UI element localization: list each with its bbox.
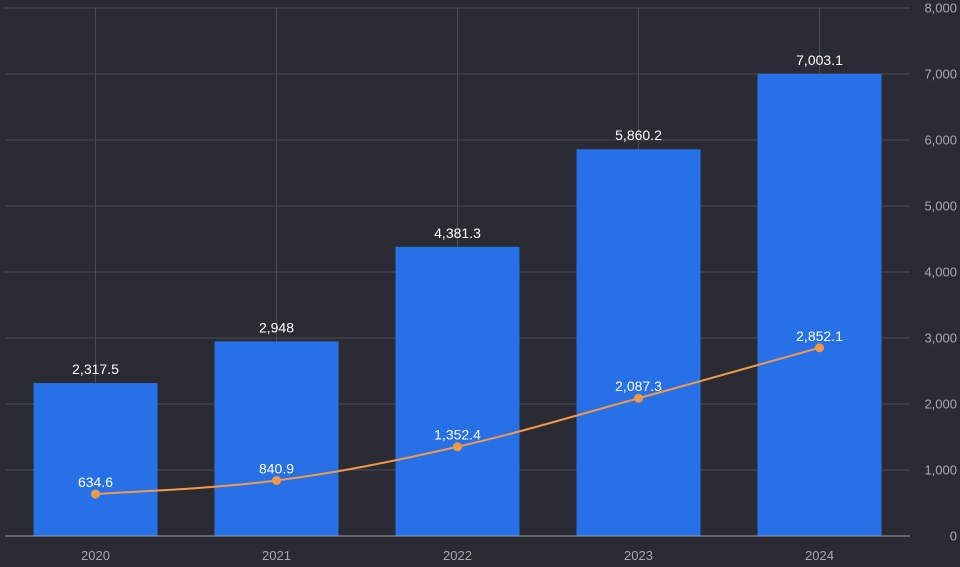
line-point <box>634 393 643 403</box>
line-point <box>815 343 824 353</box>
x-tick-label: 2021 <box>262 548 291 563</box>
bar <box>757 73 882 536</box>
y-tick-label: 6,000 <box>924 133 957 148</box>
line-value-label: 1,352.4 <box>434 427 481 443</box>
y-tick-label: 3,000 <box>924 331 957 346</box>
line-value-label: 2,852.1 <box>796 328 843 344</box>
x-tick-label: 2022 <box>443 548 472 563</box>
bar-value-label: 2,948 <box>259 319 294 335</box>
y-tick-label: 2,000 <box>924 397 957 412</box>
bar <box>33 383 158 536</box>
line-point <box>272 476 281 486</box>
bar-value-label: 7,003.1 <box>796 52 843 68</box>
y-tick-label: 1,000 <box>924 463 957 478</box>
line-value-label: 2,087.3 <box>615 378 662 394</box>
bar <box>576 149 701 536</box>
line-series <box>91 343 824 499</box>
x-tick-label: 2024 <box>805 548 834 563</box>
data-labels: 2,317.5 2,948 4,381.3 5,860.2 7,003.1 634.6 84… <box>72 52 843 490</box>
bar <box>395 246 520 536</box>
y-tick-label: 4,000 <box>924 265 957 280</box>
bar-value-label: 2,317.5 <box>72 361 119 377</box>
line-value-label: 840.9 <box>259 461 294 477</box>
line-value-label: 634.6 <box>78 474 113 490</box>
bar-value-label: 5,860.2 <box>615 127 662 143</box>
y-tick-label: 7,000 <box>924 67 957 82</box>
y-tick-label: 0 <box>950 529 957 544</box>
bar-value-label: 4,381.3 <box>434 225 481 241</box>
axes: 0 1,000 2,000 3,000 4,000 5,000 6,000 7,000 8,00… <box>5 1 957 563</box>
y-tick-label: 8,000 <box>924 1 957 16</box>
line-point <box>453 442 462 452</box>
x-tick-label: 2020 <box>81 548 110 563</box>
y-tick-label: 5,000 <box>924 199 957 214</box>
x-tick-label: 2023 <box>624 548 653 563</box>
bar-series <box>33 73 882 536</box>
bar <box>214 341 339 536</box>
line-point <box>91 489 100 499</box>
